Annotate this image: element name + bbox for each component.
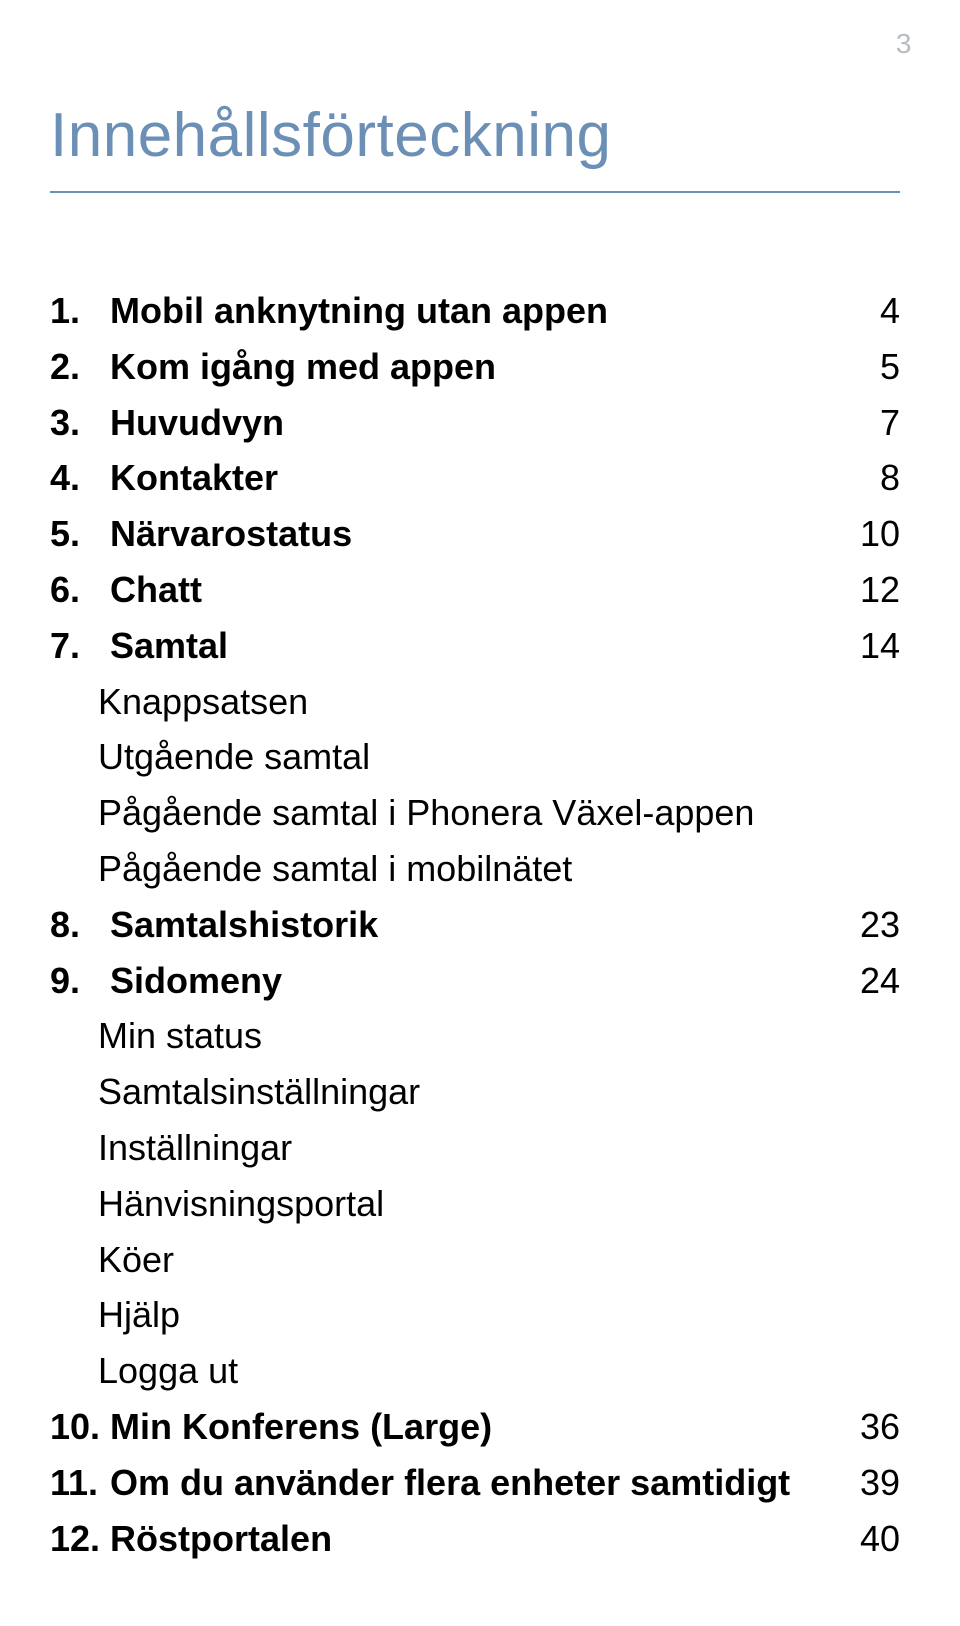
toc-row: 9.Sidomeny24: [50, 953, 900, 1009]
toc-row: Pågående samtal i mobilnätet: [50, 841, 900, 897]
toc-row: Samtalsinställningar: [50, 1064, 900, 1120]
toc-item-label: Logga ut: [98, 1343, 840, 1399]
toc-row: 2.Kom igång med appen5: [50, 339, 900, 395]
toc-item-label: Mobil anknytning utan appen: [110, 283, 840, 339]
toc-item-number: 4.: [50, 450, 100, 506]
toc-item-label: Köer: [98, 1232, 840, 1288]
document-page: 3 Innehållsförteckning 1.Mobil anknytnin…: [0, 0, 960, 1626]
toc-label-wrap: Utgående samtal: [98, 729, 840, 785]
toc-item-number: 12.: [50, 1511, 100, 1567]
toc-label-wrap: 5.Närvarostatus: [50, 506, 840, 562]
toc-item-label: Samtalsinställningar: [98, 1064, 840, 1120]
toc-item-label: Om du använder flera enheter samtidigt: [110, 1455, 840, 1511]
toc-item-number: 7.: [50, 618, 100, 674]
toc-item-page: 10: [840, 506, 900, 562]
toc-item-label: Chatt: [110, 562, 840, 618]
page-number: 3: [896, 28, 912, 60]
toc-label-wrap: 9.Sidomeny: [50, 953, 840, 1009]
toc-row: 1.Mobil anknytning utan appen4: [50, 283, 900, 339]
toc-label-wrap: Köer: [98, 1232, 840, 1288]
toc-row: Köer: [50, 1232, 900, 1288]
toc-label-wrap: 2.Kom igång med appen: [50, 339, 840, 395]
toc-label-wrap: Pågående samtal i mobilnätet: [98, 841, 840, 897]
toc-item-page: 36: [840, 1399, 900, 1455]
toc-row: Utgående samtal: [50, 729, 900, 785]
toc-item-number: 9.: [50, 953, 100, 1009]
toc-label-wrap: 6.Chatt: [50, 562, 840, 618]
toc-row: 4.Kontakter8: [50, 450, 900, 506]
toc-item-label: Hjälp: [98, 1287, 840, 1343]
toc-item-label: Kom igång med appen: [110, 339, 840, 395]
toc-label-wrap: Hjälp: [98, 1287, 840, 1343]
toc-row: Hänvisningsportal: [50, 1176, 900, 1232]
toc-item-label: Kontakter: [110, 450, 840, 506]
toc-item-number: 8.: [50, 897, 100, 953]
toc-label-wrap: 3.Huvudvyn: [50, 395, 840, 451]
toc-label-wrap: Pågående samtal i Phonera Växel-appen: [98, 785, 840, 841]
toc-item-label: Knappsatsen: [98, 674, 840, 730]
toc-item-number: 6.: [50, 562, 100, 618]
toc-label-wrap: Samtalsinställningar: [98, 1064, 840, 1120]
toc-title: Innehållsförteckning: [50, 100, 900, 193]
toc-item-label: Pågående samtal i mobilnätet: [98, 841, 840, 897]
toc-item-label: Huvudvyn: [110, 395, 840, 451]
toc-item-number: 1.: [50, 283, 100, 339]
toc-item-page: 5: [840, 339, 900, 395]
toc-item-label: Röstportalen: [110, 1511, 840, 1567]
toc-item-page: 40: [840, 1511, 900, 1567]
toc-label-wrap: 4.Kontakter: [50, 450, 840, 506]
toc-row: Hjälp: [50, 1287, 900, 1343]
toc-row: Inställningar: [50, 1120, 900, 1176]
toc-row: 10.Min Konferens (Large)36: [50, 1399, 900, 1455]
toc-row: Logga ut: [50, 1343, 900, 1399]
toc-label-wrap: 8.Samtalshistorik: [50, 897, 840, 953]
toc-item-number: 10.: [50, 1399, 100, 1455]
toc-label-wrap: 10.Min Konferens (Large): [50, 1399, 840, 1455]
toc-row: Knappsatsen: [50, 674, 900, 730]
toc-item-page: 7: [840, 395, 900, 451]
toc-item-label: Hänvisningsportal: [98, 1176, 840, 1232]
toc-item-number: 3.: [50, 395, 100, 451]
toc-item-page: 8: [840, 450, 900, 506]
toc-label-wrap: 11.Om du använder flera enheter samtidig…: [50, 1455, 840, 1511]
toc-row: 6.Chatt12: [50, 562, 900, 618]
toc-item-page: 39: [840, 1455, 900, 1511]
toc-label-wrap: Logga ut: [98, 1343, 840, 1399]
toc-label-wrap: 12.Röstportalen: [50, 1511, 840, 1567]
toc-row: 11.Om du använder flera enheter samtidig…: [50, 1455, 900, 1511]
toc-row: Min status: [50, 1008, 900, 1064]
toc-label-wrap: Inställningar: [98, 1120, 840, 1176]
toc-row: 8.Samtalshistorik23: [50, 897, 900, 953]
toc-item-label: Närvarostatus: [110, 506, 840, 562]
toc-item-page: 12: [840, 562, 900, 618]
toc-label-wrap: Min status: [98, 1008, 840, 1064]
toc-item-number: 5.: [50, 506, 100, 562]
toc-label-wrap: Knappsatsen: [98, 674, 840, 730]
toc-label-wrap: 1.Mobil anknytning utan appen: [50, 283, 840, 339]
toc-item-number: 2.: [50, 339, 100, 395]
toc-row: 12.Röstportalen40: [50, 1511, 900, 1567]
toc-item-label: Utgående samtal: [98, 729, 840, 785]
toc-item-page: 14: [840, 618, 900, 674]
toc-label-wrap: Hänvisningsportal: [98, 1176, 840, 1232]
toc-item-label: Min status: [98, 1008, 840, 1064]
toc-item-label: Inställningar: [98, 1120, 840, 1176]
toc-row: 5.Närvarostatus10: [50, 506, 900, 562]
toc-item-label: Sidomeny: [110, 953, 840, 1009]
toc-row: 7.Samtal14: [50, 618, 900, 674]
toc-item-label: Samtalshistorik: [110, 897, 840, 953]
toc-row: 3.Huvudvyn7: [50, 395, 900, 451]
table-of-contents: 1.Mobil anknytning utan appen42.Kom igån…: [50, 283, 900, 1566]
toc-item-page: 24: [840, 953, 900, 1009]
toc-item-page: 23: [840, 897, 900, 953]
toc-label-wrap: 7.Samtal: [50, 618, 840, 674]
toc-item-label: Min Konferens (Large): [110, 1399, 840, 1455]
toc-item-number: 11.: [50, 1455, 100, 1511]
toc-item-label: Samtal: [110, 618, 840, 674]
toc-row: Pågående samtal i Phonera Växel-appen: [50, 785, 900, 841]
toc-item-page: 4: [840, 283, 900, 339]
toc-item-label: Pågående samtal i Phonera Växel-appen: [98, 785, 840, 841]
